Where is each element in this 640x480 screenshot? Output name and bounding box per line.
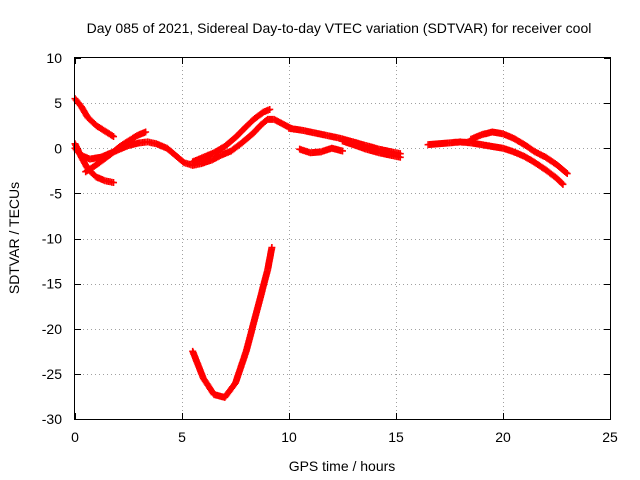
marker-trail bbox=[229, 140, 245, 154]
x-tick-label: 10 bbox=[281, 429, 297, 445]
marker-trail bbox=[222, 134, 238, 149]
marker-trail bbox=[164, 145, 178, 158]
marker-trail bbox=[522, 153, 538, 166]
marker-trail bbox=[126, 133, 140, 144]
marker-trail bbox=[351, 141, 369, 153]
marker-trail bbox=[103, 177, 116, 186]
y-tick-label: 0 bbox=[54, 140, 62, 156]
x-tick-label: 0 bbox=[71, 429, 79, 445]
y-tick-label: -20 bbox=[42, 321, 62, 337]
marker-trail bbox=[389, 148, 403, 157]
marker-trail bbox=[340, 138, 356, 148]
x-tick-label: 5 bbox=[178, 429, 186, 445]
series-arc-8 bbox=[296, 144, 346, 157]
series-arc-5 bbox=[189, 105, 274, 166]
marker-trail bbox=[109, 144, 123, 157]
marker-trail bbox=[146, 138, 159, 147]
y-tick-label: 5 bbox=[54, 95, 62, 111]
axis-ticks: 0 5 10 15 20 25 10 5 0 -5 -10 -15 -20 -25 -30 bbox=[42, 50, 618, 445]
marker-trail bbox=[72, 146, 84, 158]
series-arc-6 bbox=[189, 244, 276, 401]
marker-trail bbox=[490, 128, 505, 138]
marker-trail bbox=[135, 129, 148, 139]
marker-trail bbox=[250, 122, 264, 137]
marker-trail bbox=[271, 116, 285, 127]
marker-trail bbox=[117, 138, 131, 149]
marker-trail bbox=[212, 391, 227, 401]
marker-trail bbox=[209, 152, 223, 163]
marker-trail bbox=[83, 163, 97, 175]
x-tick-label: 25 bbox=[602, 429, 618, 445]
marker-trail bbox=[264, 245, 276, 273]
y-tick-label: 10 bbox=[46, 50, 62, 66]
marker-trail bbox=[201, 149, 217, 161]
y-tick-label: -5 bbox=[50, 185, 63, 201]
data-marks bbox=[71, 95, 571, 401]
series-arc-11 bbox=[467, 128, 571, 178]
marker-trail bbox=[253, 268, 271, 313]
chart-title: Day 085 of 2021, Sidereal Day-to-day VTE… bbox=[87, 20, 592, 36]
marker-trail bbox=[218, 148, 234, 159]
marker-trail bbox=[233, 124, 249, 140]
marker-trail bbox=[243, 308, 260, 354]
marker-trail bbox=[200, 376, 217, 397]
marker-trail bbox=[511, 149, 527, 160]
marker-trail bbox=[389, 152, 403, 161]
marker-trail bbox=[252, 109, 266, 122]
marker-trail bbox=[501, 131, 516, 142]
marker-trail bbox=[102, 128, 116, 140]
marker-trail bbox=[468, 131, 484, 143]
marker-trail bbox=[222, 380, 238, 400]
series-arc-4 bbox=[82, 128, 150, 176]
marker-trail bbox=[259, 117, 270, 128]
grid bbox=[75, 58, 610, 419]
marker-trail bbox=[78, 104, 91, 120]
marker-trail bbox=[543, 167, 559, 181]
marker-trail bbox=[533, 149, 548, 160]
marker-trail bbox=[522, 142, 538, 155]
marker-trail bbox=[232, 349, 250, 385]
marker-trail bbox=[261, 106, 272, 115]
series-arc-1 bbox=[71, 95, 118, 141]
marker-trail bbox=[92, 157, 106, 169]
marker-trail bbox=[543, 154, 559, 168]
y-axis-label: SDTVAR / TECUs bbox=[6, 182, 22, 294]
marker-trail bbox=[189, 349, 207, 381]
marker-trail bbox=[94, 123, 107, 134]
marker-trail bbox=[511, 135, 527, 148]
marker-trail bbox=[554, 175, 566, 187]
marker-trail bbox=[501, 145, 516, 155]
marker-trail bbox=[190, 154, 206, 165]
marker-trail bbox=[329, 145, 345, 155]
marker-trail bbox=[173, 153, 187, 166]
x-tick-label: 20 bbox=[495, 429, 511, 445]
marker-trail bbox=[190, 160, 203, 169]
plot-frame bbox=[74, 57, 611, 420]
marker-trail bbox=[265, 115, 276, 123]
y-tick-label: -30 bbox=[42, 411, 62, 427]
series-arc-10 bbox=[424, 138, 567, 188]
marker-trail bbox=[199, 157, 214, 167]
marker-trail bbox=[211, 143, 227, 156]
y-tick-label: -10 bbox=[42, 231, 62, 247]
marker-trail bbox=[554, 162, 570, 176]
x-tick-label: 15 bbox=[388, 429, 404, 445]
marker-trail bbox=[100, 151, 114, 163]
series-arc-9 bbox=[339, 137, 404, 161]
marker-trail bbox=[154, 140, 169, 152]
y-tick-label: -25 bbox=[42, 366, 62, 382]
marker-trail bbox=[72, 96, 84, 109]
y-tick-label: -15 bbox=[42, 276, 62, 292]
x-axis-label: GPS time / hours bbox=[289, 458, 396, 474]
marker-trail bbox=[243, 116, 257, 129]
marker-trail bbox=[239, 131, 255, 146]
marker-trail bbox=[85, 115, 99, 128]
marker-trail bbox=[94, 174, 107, 184]
marker-trail bbox=[532, 160, 548, 173]
